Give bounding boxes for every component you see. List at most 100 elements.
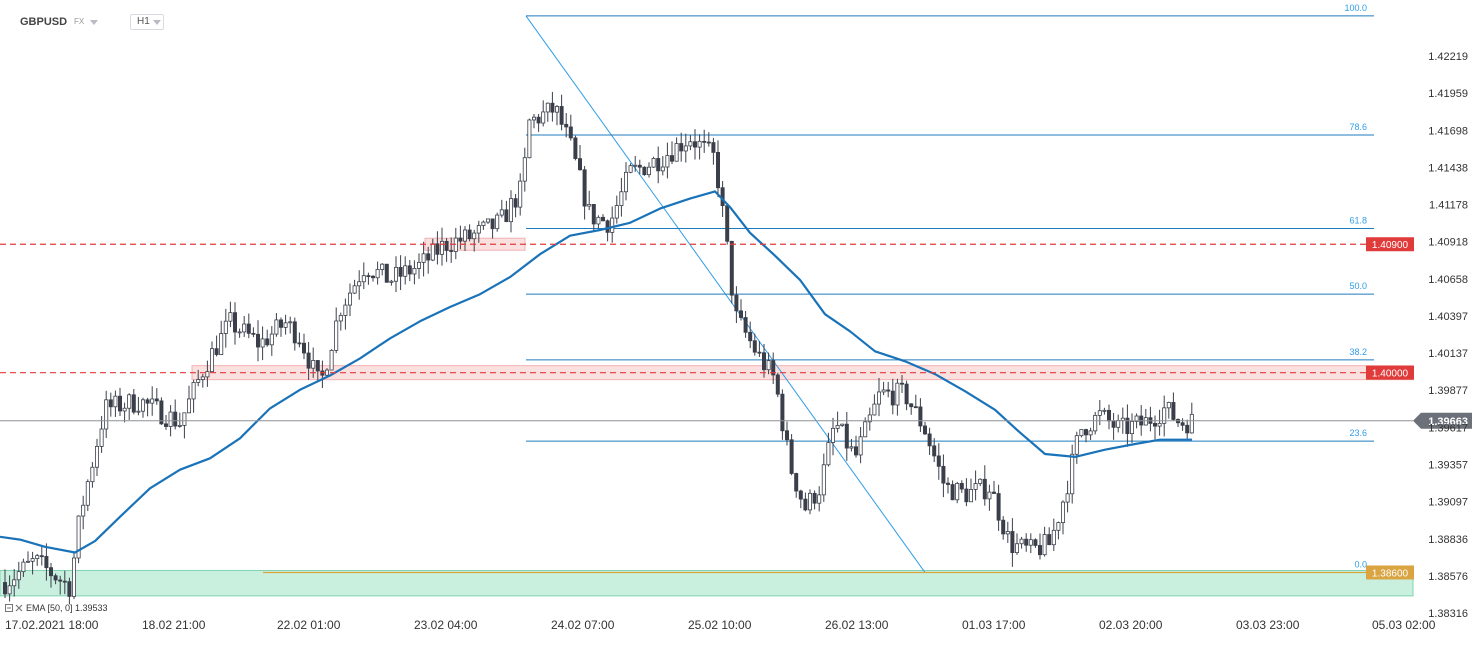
- candle-body: [877, 391, 882, 405]
- y-tick-label: 1.42219: [1428, 51, 1468, 63]
- fibonacci-level-label: 78.6: [1349, 122, 1367, 132]
- close-icon[interactable]: [15, 604, 23, 612]
- candle-body: [159, 400, 164, 425]
- candle-body: [90, 466, 95, 483]
- current-price-tag: [1413, 412, 1472, 429]
- candle-body: [439, 240, 444, 255]
- timeframe-select[interactable]: H1: [130, 14, 164, 30]
- candle-body: [347, 292, 352, 306]
- candle-body: [12, 579, 17, 587]
- market-dropdown-icon[interactable]: [90, 20, 98, 25]
- candle-body: [1079, 429, 1084, 437]
- candle-body: [992, 491, 997, 494]
- candle-body: [973, 483, 978, 490]
- candle-body: [467, 229, 472, 240]
- candle-body: [357, 281, 362, 287]
- candle-body: [499, 209, 504, 216]
- candle-body: [826, 442, 831, 466]
- candle-body: [49, 567, 54, 577]
- candle-body: [757, 351, 762, 354]
- candle-body: [821, 464, 826, 496]
- candle-body: [3, 582, 8, 595]
- candle-body: [35, 555, 40, 559]
- candle-body: [30, 558, 35, 562]
- candle-body: [950, 484, 955, 501]
- candle-body: [7, 585, 12, 595]
- y-tick-label: 1.39357: [1428, 459, 1468, 471]
- candle-body: [1015, 543, 1020, 554]
- candle-body: [729, 240, 734, 296]
- candle-body: [1107, 409, 1112, 422]
- symbol-label[interactable]: GBPUSD: [20, 16, 68, 28]
- candle-body: [831, 427, 836, 443]
- candle-body: [458, 237, 463, 242]
- candle-body: [785, 430, 790, 441]
- candle-body: [706, 141, 711, 144]
- candle-body: [508, 198, 513, 223]
- candle-body: [421, 253, 426, 263]
- candle-body: [564, 123, 569, 128]
- candle-body: [867, 414, 872, 423]
- candle-body: [389, 280, 394, 283]
- candle-body: [297, 342, 302, 345]
- candle-body: [127, 394, 132, 409]
- candle-body: [872, 403, 877, 416]
- candle-body: [1102, 409, 1107, 412]
- candle-body: [145, 399, 150, 404]
- candle-body: [642, 166, 647, 176]
- candle-body: [311, 360, 316, 369]
- candle-body: [168, 411, 173, 427]
- timeframe-label: H1: [137, 16, 150, 27]
- candle-body: [748, 331, 753, 342]
- candle-body: [1134, 415, 1139, 422]
- indicator-legend[interactable]: EMA [50, 0] 1.39533: [5, 603, 108, 613]
- candle-body: [108, 399, 113, 408]
- candle-body: [964, 488, 969, 503]
- candle-body: [72, 557, 77, 597]
- support-zone-1-38600: [0, 569, 1414, 597]
- candle-body: [982, 478, 987, 500]
- fibonacci-level-label: 38.2: [1349, 347, 1367, 357]
- fibonacci-level-label: 23.6: [1349, 428, 1367, 438]
- candle-body: [955, 483, 960, 501]
- candle-body: [1143, 417, 1148, 426]
- candle-body: [182, 412, 187, 426]
- candle-body: [647, 166, 652, 176]
- candle-body: [670, 155, 675, 162]
- candle-body: [407, 265, 412, 275]
- candle-body: [936, 455, 941, 467]
- candle-body: [16, 571, 21, 581]
- candle-body: [131, 394, 136, 413]
- candle-body: [232, 312, 237, 333]
- candle-body: [352, 285, 357, 294]
- candle-body: [265, 338, 270, 346]
- candle-body: [251, 332, 256, 335]
- candle-body: [1189, 413, 1194, 434]
- candle-body: [1047, 534, 1052, 546]
- candle-body: [573, 137, 578, 159]
- candle-body: [490, 218, 495, 230]
- settings-icon[interactable]: [5, 604, 13, 612]
- candle-body: [393, 266, 398, 282]
- candle-body: [196, 379, 201, 383]
- candle-body: [913, 406, 918, 409]
- candle-body: [518, 180, 523, 208]
- candle-body: [495, 214, 500, 230]
- candle-body: [1097, 410, 1102, 416]
- x-tick-label: 17.02.2021 18:00: [5, 618, 99, 632]
- candle-body: [1056, 522, 1061, 531]
- level-price-label: 1.40900: [1372, 240, 1409, 251]
- y-tick-label: 1.40658: [1428, 274, 1468, 286]
- candle-body: [578, 158, 583, 171]
- candle-body: [338, 315, 343, 322]
- candle-body: [582, 169, 587, 207]
- candle-body: [435, 243, 440, 255]
- candle-body: [260, 338, 265, 348]
- candle-body: [683, 145, 688, 152]
- candle-body: [513, 198, 518, 208]
- level-price-tag: [1366, 565, 1414, 580]
- candle-body: [890, 390, 895, 406]
- candle-body: [301, 342, 306, 354]
